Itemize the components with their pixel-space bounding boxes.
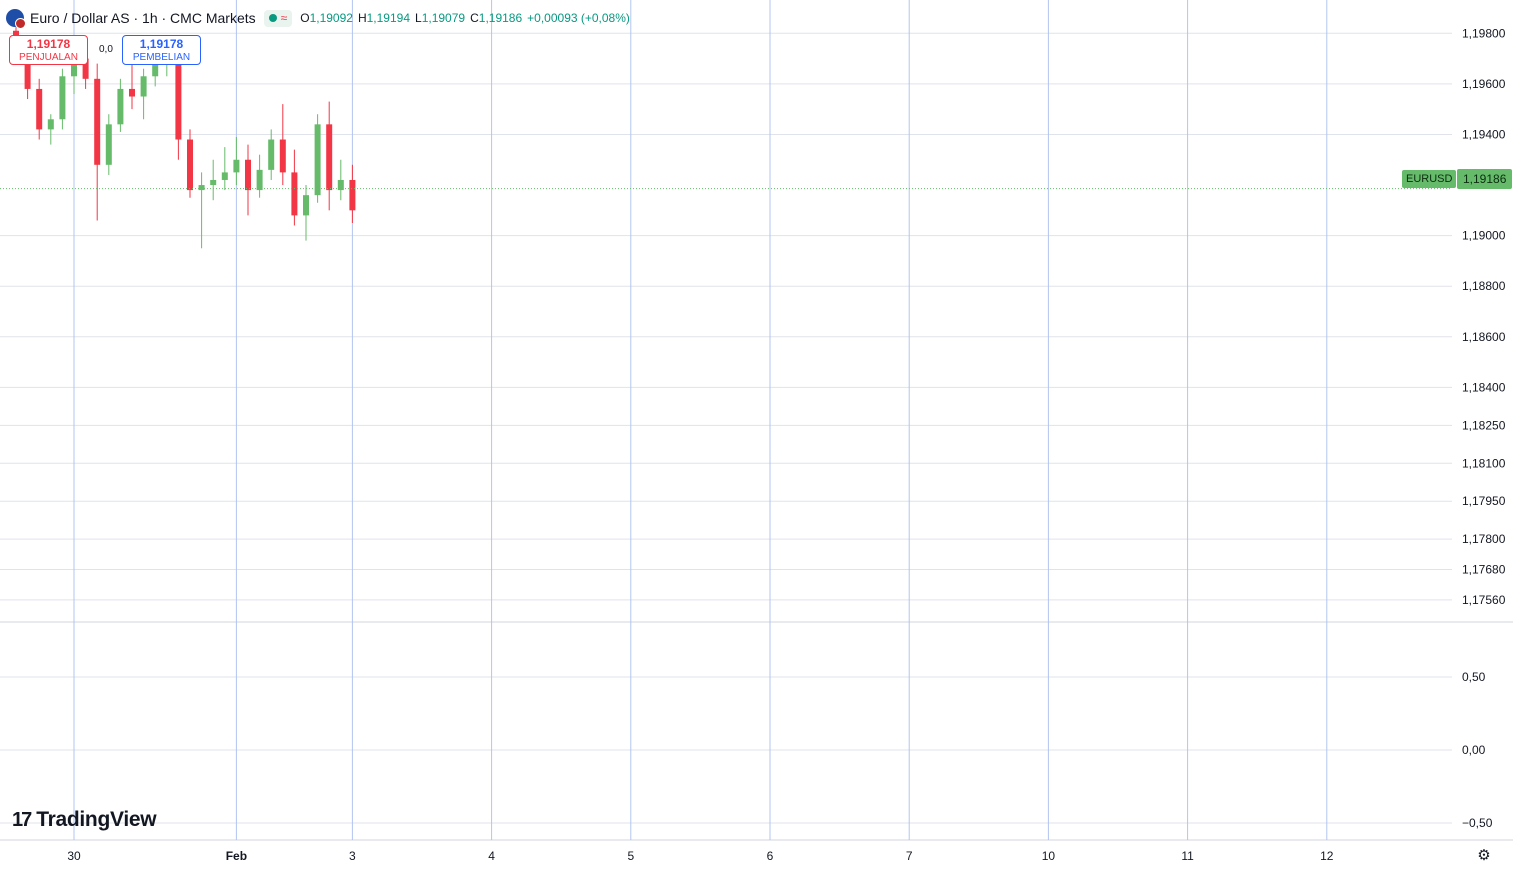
indicator-tick-label: 0,50 [1462,670,1486,684]
price-tick-label: 1,18800 [1462,279,1506,293]
price-change: +0,00093 (+0,08%) [527,11,630,25]
candle-body [24,43,31,89]
time-tick-label: 3 [349,849,356,863]
sell-label: PENJUALAN [19,52,78,63]
time-tick-label: 5 [627,849,634,863]
time-tick-label: 12 [1320,849,1334,863]
symbol-title[interactable]: Euro / Dollar AS · 1h · CMC Markets [30,10,256,26]
tradingview-wordmark: TradingView [36,808,157,831]
candle-body [221,172,228,180]
market-status-badge[interactable]: ≈ [263,9,293,27]
candle-body [268,139,275,170]
candle-body [140,76,147,97]
time-tick-label: 10 [1042,849,1056,863]
time-tick-label: 6 [767,849,774,863]
price-tick-label: 1,19800 [1462,26,1506,40]
ohlc-open: O1,19092 [300,11,353,25]
candle-body [105,124,112,165]
tradingview-logo[interactable]: 17 TradingView [12,808,157,832]
sell-price: 1,19178 [26,37,71,51]
candle-body [71,58,77,77]
candle-body [326,124,333,191]
ohlc-close: C1,19186 [470,11,523,25]
candle-body [117,88,124,125]
price-tick-label: 1,19000 [1462,229,1506,243]
candle-body [36,88,43,130]
candle-body [245,159,251,191]
candle-body [129,88,135,97]
spread-value: 0,0 [99,44,113,55]
buy-price: 1,19178 [139,37,184,51]
candle-body [175,50,182,140]
price-tick-label: 1,19400 [1462,127,1506,141]
time-tick-label: 11 [1181,849,1194,863]
time-tick-label: 30 [67,849,81,863]
ohlc-low: L1,19079 [415,11,466,25]
time-tick-label: 4 [488,849,495,863]
candle-body [82,58,89,79]
price-tick-label: 1,18250 [1462,418,1506,432]
symbol-price-label: EURUSD [1402,170,1457,188]
buy-button[interactable]: 1,19178 PEMBELIAN [122,35,201,65]
indicator-tick-label: −0,50 [1462,816,1493,830]
candle-body [303,195,309,216]
price-tick-label: 1,18100 [1462,456,1506,470]
chart-settings-gear-icon[interactable]: ⚙ [1477,847,1491,864]
price-tick-label: 1,19600 [1462,77,1506,91]
wave-icon: ≈ [280,11,288,25]
market-open-dot-icon [268,14,277,22]
candle-body [349,179,356,211]
tradingview-mark-icon: 17 [12,808,32,831]
eur-usd-flag-icon [6,9,26,29]
candle-body [256,169,263,191]
ohlc-high: H1,19194 [357,11,411,25]
candle-body [198,185,205,191]
price-tick-label: 1,17680 [1462,562,1506,576]
candle-body [210,179,217,186]
chart-legend: Euro / Dollar AS · 1h · CMC Markets ≈ O1… [6,8,630,29]
time-tick-label: 7 [906,849,913,863]
candle-body [94,78,101,165]
last-price-label: 1,19186 [1457,169,1513,189]
price-tick-label: 1,17800 [1462,532,1506,546]
candle-body [233,159,240,173]
sell-button[interactable]: 1,19178 PENJUALAN [9,35,88,65]
buy-label: PEMBELIAN [132,52,191,63]
indicator-tick-label: 0,00 [1462,743,1486,757]
price-tick-label: 1,17560 [1462,593,1506,607]
candle-body [314,124,321,196]
candle-body [337,179,344,191]
candle-body [291,172,298,216]
price-tick-label: 1,18600 [1462,330,1506,344]
price-tick-label: 1,17950 [1462,494,1506,508]
time-tick-label: Feb [226,849,247,863]
candle-body [152,61,159,77]
candle-body [59,76,66,120]
candle-body [279,139,286,173]
candle-body [187,139,193,191]
price-tick-label: 1,18400 [1462,380,1506,394]
candle-body [47,119,54,130]
